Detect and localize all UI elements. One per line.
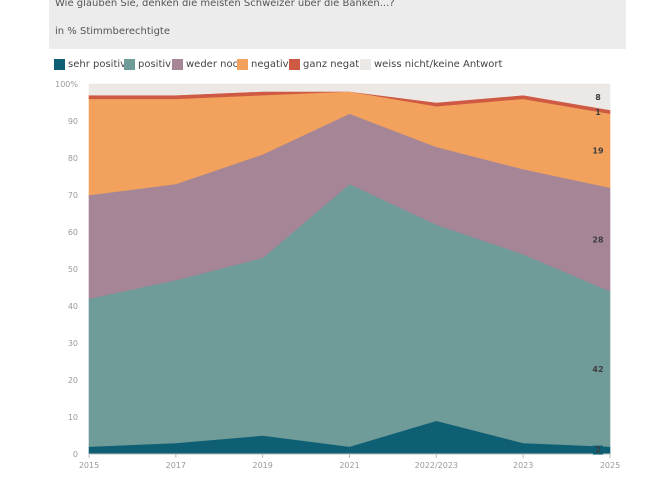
y-tick-label: 90 [68,117,78,126]
x-tick-label: 2023 [513,461,533,470]
chart-header: Wie glauben Sie, denken die meisten Schw… [49,0,626,49]
legend-item-negativ[interactable]: negativ [237,58,289,71]
chart-title: Wie glauben Sie, denken die meisten Schw… [55,0,395,9]
y-tick-label: 0 [73,450,78,459]
x-tick-label: 2017 [166,461,186,470]
legend-label: sehr positiv [68,59,127,70]
legend-swatch [172,59,183,70]
y-tick-label: 20 [68,376,78,385]
legend-label: weder noch [186,59,245,70]
legend-item-weiss-nicht[interactable]: weiss nicht/keine Antwort [360,58,502,71]
y-tick-label: 80 [68,154,78,163]
legend-label: negativ [251,59,289,70]
annotation-label: 19 [592,147,604,156]
legend-item-sehr-positiv[interactable]: sehr positiv [54,58,126,71]
y-tick-label: 70 [68,191,78,200]
legend-swatch [124,59,135,70]
x-tick-label: 2021 [339,461,359,470]
area-weiss-nicht-keine-antwort [88,83,611,111]
legend-item-ganz-negativ[interactable]: ganz negativ [289,58,368,71]
y-tick-label: 50 [68,265,78,274]
legend-swatch [54,59,65,70]
legend-label: positiv [138,59,172,70]
y-tick-label: 10 [68,413,78,422]
annotation-label: 8 [595,93,601,102]
y-tick-label: 60 [68,228,78,237]
x-tick-label: 2015 [79,461,99,470]
y-tick-label: 30 [68,339,78,348]
chart-subtitle: in % Stimmberechtigte [55,26,171,37]
annotation-label: 42 [592,365,603,374]
x-tick-label: 2019 [252,461,272,470]
legend-item-weder-noch[interactable]: weder noch [172,58,244,71]
y-tick-label: 100% [55,80,78,89]
legend-swatch [360,59,371,70]
annotation-label: 2 [595,446,601,455]
x-tick-label: 2022/2023 [415,461,458,470]
annotation-label: 28 [592,235,604,244]
annotation-box [593,445,603,455]
legend-swatch [237,59,248,70]
legend-label: weiss nicht/keine Antwort [374,59,503,70]
legend-item-positiv[interactable]: positiv [124,58,171,71]
annotation-label: 1 [595,108,601,117]
legend-swatch [289,59,300,70]
y-tick-label: 40 [68,302,78,311]
legend-label: ganz negativ [303,59,368,70]
x-tick-label: 2025 [600,461,620,470]
